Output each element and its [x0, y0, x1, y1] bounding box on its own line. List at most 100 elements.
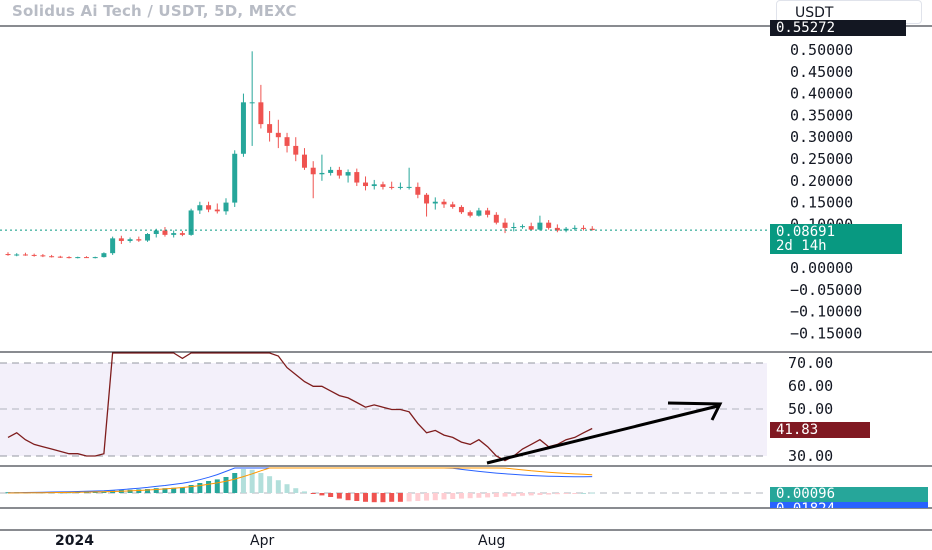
candle-body — [240, 102, 246, 154]
candle-body — [162, 230, 168, 235]
candle-body — [179, 233, 185, 235]
rsi-tick-70: 70.00 — [788, 354, 833, 372]
candle-body — [554, 227, 560, 231]
macd-histogram-bar — [581, 493, 587, 494]
candle-body — [101, 253, 107, 258]
candle-body — [249, 102, 255, 104]
time-label-apr: Apr — [250, 533, 274, 549]
macd-histogram-bar — [502, 493, 508, 497]
candle-body — [363, 182, 369, 187]
candle-body — [5, 254, 11, 256]
macd-line — [7, 467, 593, 494]
high-price-label: 0.55272 — [770, 20, 906, 36]
candle-body — [92, 257, 98, 259]
price-tick: 0.00000 — [790, 259, 853, 277]
price-tick: 0.30000 — [790, 128, 853, 146]
candle-body — [293, 145, 299, 155]
time-label-aug: Aug — [478, 533, 505, 549]
macd-histogram-bar — [145, 489, 151, 493]
macd-histogram-bar — [162, 488, 168, 493]
candle-body — [110, 238, 116, 254]
rsi-tick-60: 60.00 — [788, 377, 833, 395]
macd-histogram-bar — [519, 493, 525, 496]
candle-body — [310, 167, 316, 175]
macd-histogram-bar — [589, 492, 595, 494]
candle-body — [75, 257, 81, 259]
signal-value-label: 0.01824 — [770, 502, 928, 508]
symbol-title: Solidus Ai Tech / USDT, 5D, MEXC — [12, 2, 297, 20]
macd-histogram-bar — [380, 493, 386, 503]
candle-body — [66, 257, 72, 259]
candle-body — [284, 137, 290, 146]
macd-histogram-bar — [563, 493, 569, 494]
macd-histogram-bar — [258, 473, 264, 493]
macd-histogram-bar — [197, 483, 203, 493]
macd-histogram-bar — [397, 493, 403, 502]
macd-histogram-bar — [240, 469, 246, 493]
bar-countdown: 2d 14h — [776, 238, 827, 254]
trend-arrow-line[interactable] — [486, 404, 719, 465]
candle-body — [397, 186, 403, 188]
candle-body — [476, 210, 482, 216]
candle-body — [458, 206, 464, 213]
macd-histogram-bar — [406, 493, 412, 502]
candle-body — [153, 230, 159, 234]
macd-histogram-bar — [336, 493, 342, 499]
macd-histogram-bar — [188, 485, 194, 493]
price-tick: −0.05000 — [790, 281, 862, 299]
candlestick-series — [5, 51, 595, 259]
price-tick: −0.10000 — [790, 303, 862, 321]
candle-body — [319, 172, 325, 175]
macd-histogram-bar — [171, 487, 177, 493]
candle-body — [214, 209, 220, 212]
candle-body — [136, 239, 142, 241]
macd-histogram-bar — [458, 493, 464, 499]
macd-histogram-bar — [301, 491, 307, 493]
macd-histogram-bar — [537, 493, 543, 495]
rsi-line — [7, 352, 593, 462]
macd-histogram-bar — [345, 493, 351, 501]
rsi-value-label: 41.83 — [770, 422, 870, 438]
candle-body — [589, 228, 595, 231]
macd-histogram-bar — [101, 491, 107, 493]
macd-histogram-bar — [267, 476, 273, 493]
rsi-tick-30: 30.00 — [788, 447, 833, 465]
time-label-2024: 2024 — [55, 533, 94, 549]
macd-histogram-bar — [415, 493, 421, 501]
candle-body — [197, 205, 203, 211]
macd-histogram-bar — [153, 488, 159, 493]
candle-body — [31, 254, 37, 256]
macd-histogram-bar — [424, 493, 430, 501]
macd-histogram-bar — [249, 469, 255, 493]
price-tick: 0.35000 — [790, 106, 853, 124]
candle-body — [206, 205, 212, 210]
macd-histogram-bar — [441, 493, 447, 500]
last-price-label: 0.08691 2d 14h — [770, 224, 902, 254]
macd-histogram-bar — [528, 493, 534, 496]
price-tick: 0.40000 — [790, 85, 853, 103]
signal-line — [7, 467, 593, 494]
candle-body — [485, 210, 491, 215]
candle-body — [354, 172, 360, 183]
macd-histogram-bar — [328, 493, 334, 497]
candle-body — [572, 227, 578, 229]
macd-histogram-bar — [467, 493, 473, 499]
price-tick: 0.25000 — [790, 150, 853, 168]
candle-body — [22, 254, 28, 256]
candle-body — [380, 184, 386, 187]
candle-body — [40, 255, 46, 257]
candle-body — [537, 222, 543, 230]
price-tick: 0.45000 — [790, 63, 853, 81]
macd-histogram-bar — [485, 493, 491, 498]
candle-body — [145, 233, 151, 241]
candle-body — [511, 227, 517, 229]
candle-body — [336, 169, 342, 176]
candle-body — [275, 132, 281, 138]
candle-body — [171, 233, 177, 235]
candle-body — [14, 254, 20, 256]
candle-body — [519, 226, 525, 228]
macd-histogram-bar — [572, 493, 578, 494]
candle-body — [127, 239, 133, 241]
trend-arrow-head[interactable] — [667, 401, 723, 421]
